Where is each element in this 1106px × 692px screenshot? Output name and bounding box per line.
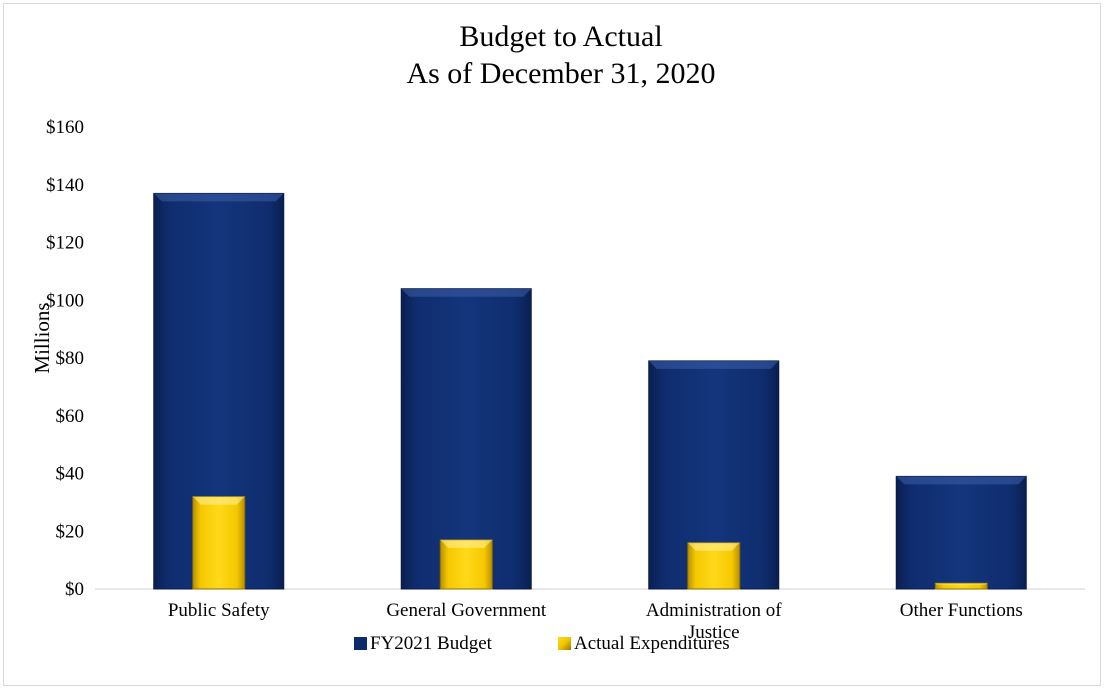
budget-bar-bevel <box>153 193 284 202</box>
y-tick-label: $120 <box>46 233 84 254</box>
actual-bar-bevel <box>687 542 740 551</box>
y-tick-label: $80 <box>56 348 85 369</box>
chart-title-line: As of December 31, 2020 <box>406 57 715 90</box>
actual-bar-bevel <box>192 496 245 505</box>
category-label: Justice <box>688 622 740 643</box>
actual-bar <box>439 539 493 590</box>
actual-bar-body <box>192 496 246 590</box>
category-label: Other Functions <box>900 600 1023 621</box>
budget-chart: Budget to Actual As of December 31, 2020 M… <box>30 20 1085 654</box>
legend-label-budget: FY2021 Budget <box>370 633 493 654</box>
legend-label-actual: Actual Expenditures <box>574 633 730 654</box>
actual-bar <box>934 582 988 590</box>
budget-bar-body <box>895 475 1027 590</box>
actual-bar <box>687 542 741 590</box>
y-tick-label: $160 <box>46 117 84 138</box>
category-label: Administration of <box>646 600 782 621</box>
chart-title-line: Budget to Actual <box>459 20 662 53</box>
budget-bar-bevel <box>648 360 779 369</box>
y-axis-title: Millions <box>30 302 54 373</box>
legend-swatch-budget <box>354 637 367 650</box>
y-tick-label: $40 <box>56 464 85 485</box>
actual-bar <box>192 496 246 590</box>
budget-bar <box>895 475 1027 590</box>
chart-frame: Budget to Actual As of December 31, 2020 M… <box>3 3 1101 686</box>
actual-bar-bevel <box>440 539 493 548</box>
y-tick-label: $20 <box>56 521 85 542</box>
y-tick-label: $140 <box>46 175 84 196</box>
category-label: General Government <box>386 600 547 621</box>
y-tick-label: $0 <box>65 579 84 600</box>
budget-bar-bevel <box>896 476 1027 485</box>
y-tick-label: $60 <box>56 406 85 427</box>
actual-bar-body <box>439 539 493 590</box>
category-label: Public Safety <box>168 600 270 621</box>
budget-bar <box>648 360 780 590</box>
budget-bar-bevel <box>401 288 532 297</box>
y-tick-label: $100 <box>46 290 84 311</box>
actual-bar-bevel <box>935 583 988 585</box>
legend-swatch-actual <box>558 637 571 650</box>
